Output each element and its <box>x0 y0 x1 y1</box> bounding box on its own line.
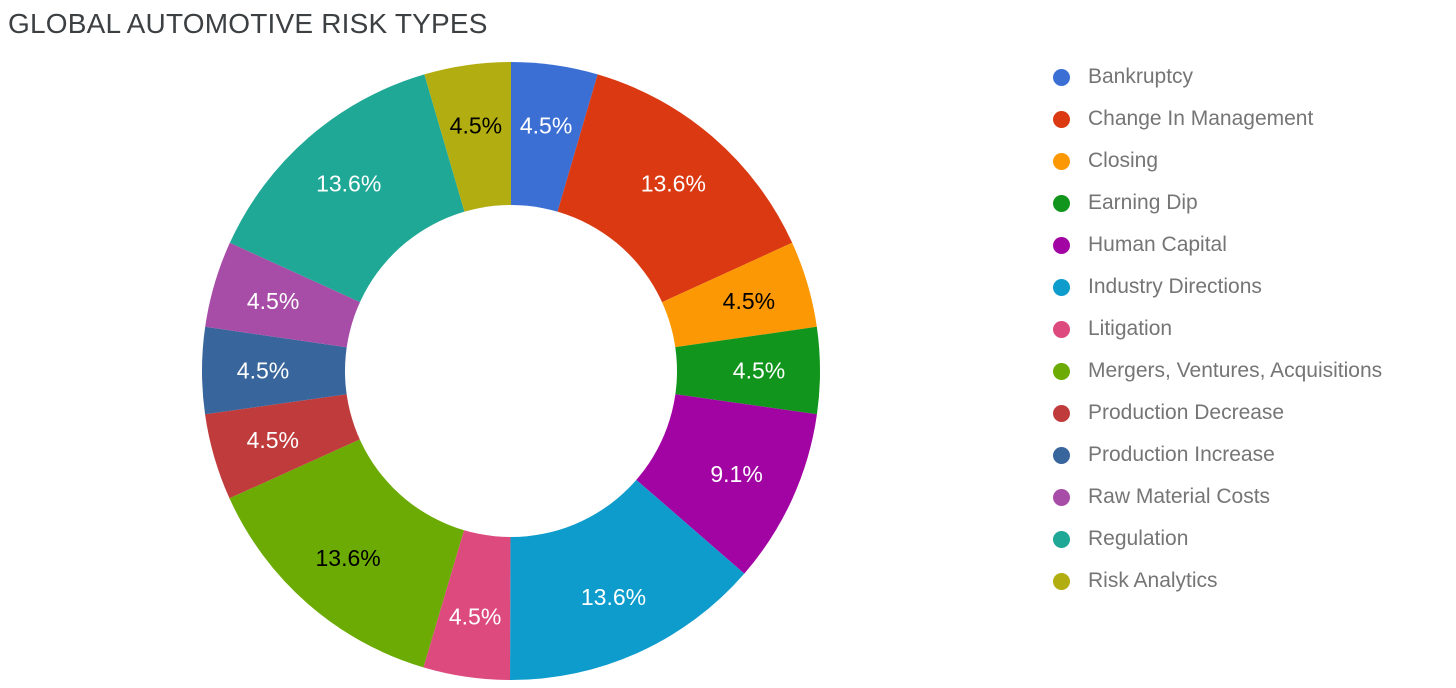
donut-chart: 4.5% 13.6% 4.5% 4.5% 9.1% 13.6% 4.5% 13.6% 4.5% 4… <box>191 50 831 688</box>
legend-item-risk-analytics[interactable]: Risk Analytics <box>1053 560 1382 602</box>
legend-item-regulation[interactable]: Regulation <box>1053 518 1382 560</box>
legend-color-dot-industry-directions <box>1053 278 1070 296</box>
legend-item-bankruptcy[interactable]: Bankruptcy <box>1053 56 1382 98</box>
legend-item-change-in-management[interactable]: Change In Management <box>1053 98 1382 140</box>
legend-item-earning-dip[interactable]: Earning Dip <box>1053 182 1382 224</box>
legend-label: Bankruptcy <box>1088 65 1194 88</box>
legend-label: Production Decrease <box>1088 401 1285 424</box>
legend-color-dot-raw-material-costs <box>1053 488 1070 506</box>
chart-legend: Bankruptcy Change In Management Closing Ear… <box>1053 56 1382 602</box>
donut-hole <box>345 205 677 537</box>
legend-item-human-capital[interactable]: Human Capital <box>1053 224 1382 266</box>
legend-color-dot-production-decrease <box>1053 404 1070 422</box>
legend-color-dot-regulation <box>1053 530 1070 548</box>
legend-label: Earning Dip <box>1088 191 1198 214</box>
slice-value-label-human-capital: 9.1% <box>710 461 762 487</box>
legend-item-raw-material-costs[interactable]: Raw Material Costs <box>1053 476 1382 518</box>
legend-color-dot-production-increase <box>1053 446 1070 464</box>
slice-value-label-risk-analytics: 4.5% <box>450 113 502 139</box>
legend-item-mergers-ventures-acquisitions[interactable]: Mergers, Ventures, Acquisitions <box>1053 350 1382 392</box>
legend-color-dot-risk-analytics <box>1053 572 1070 590</box>
legend-label: Raw Material Costs <box>1088 485 1271 508</box>
legend-label: Human Capital <box>1088 233 1227 256</box>
donut-chart-svg: 4.5% 13.6% 4.5% 4.5% 9.1% 13.6% 4.5% 13.6% 4.5% 4… <box>202 62 820 681</box>
legend-label: Risk Analytics <box>1088 569 1218 592</box>
slice-value-label-bankruptcy: 4.5% <box>520 113 572 139</box>
legend-label: Production Increase <box>1088 443 1275 466</box>
slice-value-label-production-decrease: 4.5% <box>247 427 299 453</box>
slice-value-label-regulation: 13.6% <box>316 171 381 197</box>
legend-item-closing[interactable]: Closing <box>1053 140 1382 182</box>
legend-label: Change In Management <box>1088 107 1314 130</box>
legend-item-industry-directions[interactable]: Industry Directions <box>1053 266 1382 308</box>
legend-item-production-decrease[interactable]: Production Decrease <box>1053 392 1382 434</box>
legend-label: Closing <box>1088 149 1159 172</box>
legend-label: Litigation <box>1088 317 1173 340</box>
slice-value-label-closing: 4.5% <box>723 288 775 314</box>
legend-item-production-increase[interactable]: Production Increase <box>1053 434 1382 476</box>
legend-item-litigation[interactable]: Litigation <box>1053 308 1382 350</box>
slice-value-label-change-in-management: 13.6% <box>641 171 706 197</box>
legend-color-dot-human-capital <box>1053 236 1070 254</box>
slice-value-label-earning-dip: 4.5% <box>733 358 785 384</box>
slice-value-label-litigation: 4.5% <box>449 603 501 629</box>
slice-value-label-mergers-ventures-acquisitions: 13.6% <box>315 545 380 571</box>
slice-value-label-raw-material-costs: 4.5% <box>247 288 299 314</box>
legend-label: Industry Directions <box>1088 275 1262 298</box>
slice-value-label-production-increase: 4.5% <box>237 358 289 384</box>
legend-color-dot-mergers-ventures-acquisitions <box>1053 362 1070 380</box>
legend-label: Regulation <box>1088 527 1189 550</box>
legend-color-dot-earning-dip <box>1053 194 1070 212</box>
slice-value-label-industry-directions: 13.6% <box>581 584 646 610</box>
legend-color-dot-bankruptcy <box>1053 68 1070 86</box>
page-title: GLOBAL AUTOMOTIVE RISK TYPES <box>8 8 488 39</box>
legend-color-dot-change-in-management <box>1053 110 1070 128</box>
legend-label: Mergers, Ventures, Acquisitions <box>1088 359 1383 382</box>
legend-color-dot-closing <box>1053 152 1070 170</box>
legend-color-dot-litigation <box>1053 320 1070 338</box>
